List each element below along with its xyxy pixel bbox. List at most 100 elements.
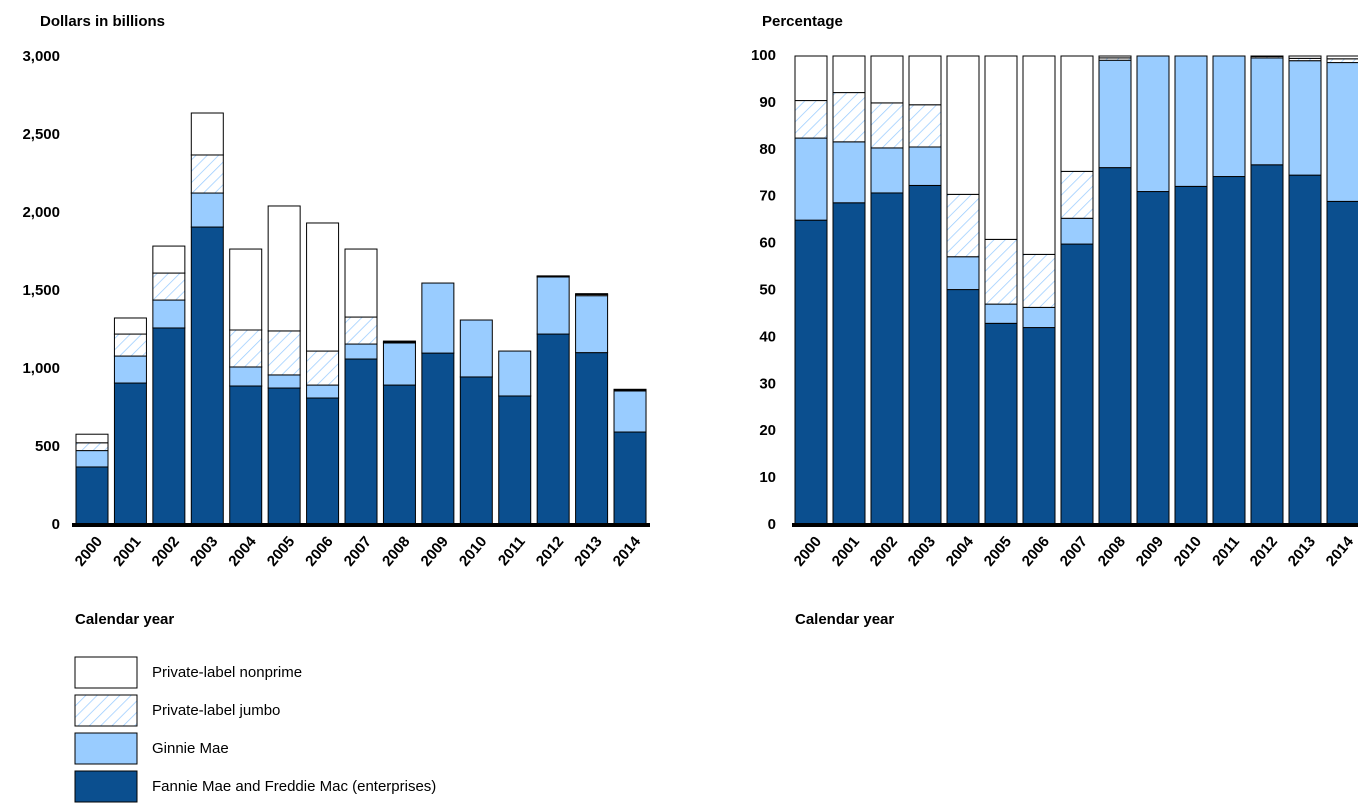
y-tick-label: 500 — [35, 438, 60, 455]
bar-segment — [459, 319, 493, 378]
bar-segment — [794, 137, 828, 221]
x-tick-label: 2002 — [867, 533, 901, 569]
legend-label: Private-label nonprime — [152, 664, 302, 681]
x-tick-label: 2010 — [1171, 533, 1205, 569]
bar-segment — [344, 316, 378, 345]
bar-segment — [1098, 59, 1132, 169]
x-tick-label: 2011 — [1209, 533, 1243, 569]
bar-segment — [152, 299, 186, 329]
y-tick-label: 50 — [759, 281, 776, 298]
bar-segment — [1022, 55, 1056, 255]
bar-segment — [1136, 55, 1170, 193]
bar-segment — [575, 295, 609, 354]
bar-segment — [575, 352, 609, 526]
bar-segment — [190, 192, 224, 228]
x-tick-label: 2001 — [110, 533, 144, 569]
bar-segment — [1022, 253, 1056, 308]
legend-swatch — [74, 732, 138, 765]
bar-segment — [908, 104, 942, 148]
x-tick-label: 2005 — [264, 533, 298, 569]
bar-segment — [1098, 167, 1132, 526]
legend-label: Ginnie Mae — [152, 740, 229, 757]
bar-segment — [613, 431, 647, 526]
bar-segment — [1060, 243, 1094, 526]
bar-segment — [946, 256, 980, 291]
bar-segment — [1288, 55, 1322, 59]
x-tick-label: 2008 — [379, 533, 413, 569]
x-tick-label: 2000 — [72, 533, 106, 569]
bar-segment — [344, 358, 378, 526]
bar-segment — [832, 92, 866, 143]
y-tick-label: 100 — [751, 47, 776, 64]
bar-segment — [382, 384, 416, 526]
legend-swatch — [74, 656, 138, 689]
x-axis-title: Calendar year — [795, 611, 894, 628]
bar-segment — [536, 333, 570, 526]
bar-segment — [190, 154, 224, 194]
bar-segment — [75, 450, 109, 468]
bar-segment — [75, 442, 109, 452]
bar-segment — [984, 303, 1018, 324]
bar-segment — [344, 248, 378, 318]
bar-segment — [306, 397, 340, 526]
bar-segment — [794, 55, 828, 102]
x-tick-label: 2003 — [905, 533, 939, 569]
bar-segment — [832, 55, 866, 94]
bar-segment — [190, 112, 224, 156]
bar-segment — [1212, 176, 1246, 526]
x-tick-label: 2003 — [187, 533, 221, 569]
y-tick-label: 1,500 — [22, 282, 60, 299]
bar-segment — [267, 374, 301, 389]
bar-segment — [1326, 200, 1358, 526]
bar-segment — [575, 293, 609, 295]
bar-segment — [113, 355, 147, 384]
y-axis-title: Percentage — [762, 13, 843, 30]
bar-segment — [946, 289, 980, 526]
bar-segment — [908, 184, 942, 526]
bar-segment — [267, 387, 301, 526]
legend-swatch — [74, 770, 138, 803]
bar-segment — [794, 100, 828, 139]
x-tick-label: 2013 — [571, 533, 605, 569]
bar-segment — [229, 329, 263, 368]
bar-segment — [1098, 55, 1132, 59]
bar-segment — [1326, 62, 1358, 202]
x-tick-label: 2006 — [1019, 533, 1053, 569]
bar-segment — [229, 366, 263, 387]
y-tick-label: 0 — [52, 516, 60, 533]
bar-segment — [1288, 174, 1322, 526]
x-tick-label: 2009 — [1133, 533, 1167, 569]
x-tick-label: 2009 — [417, 533, 451, 569]
y-tick-label: 80 — [759, 141, 776, 158]
bar-segment — [1060, 217, 1094, 245]
bar-segment — [344, 343, 378, 360]
bar-segment — [832, 141, 866, 204]
x-tick-label: 2010 — [456, 533, 490, 569]
bar-segment — [229, 385, 263, 526]
x-tick-label: 2007 — [1057, 533, 1091, 569]
legend-label: Fannie Mae and Freddie Mac (enterprises) — [152, 778, 436, 795]
bar-segment — [536, 276, 570, 335]
bar-segment — [113, 317, 147, 335]
bar-segment — [1136, 191, 1170, 526]
x-tick-label: 2007 — [341, 533, 375, 569]
y-tick-label: 90 — [759, 94, 776, 111]
bar-segment — [306, 384, 340, 399]
y-tick-label: 3,000 — [22, 48, 60, 65]
y-tick-label: 60 — [759, 235, 776, 252]
bar-segment — [229, 248, 263, 331]
bar-segment — [1326, 55, 1358, 60]
y-tick-label: 40 — [759, 328, 776, 345]
y-tick-label: 2,500 — [22, 126, 60, 143]
y-tick-label: 10 — [759, 469, 776, 486]
bar-segment — [306, 350, 340, 386]
bar-segment — [152, 327, 186, 526]
bar-segment — [1022, 306, 1056, 329]
x-tick-label: 2006 — [302, 533, 336, 569]
bar-segment — [459, 376, 493, 526]
bar-segment — [421, 352, 455, 526]
bar-segment — [152, 245, 186, 274]
bar-segment — [306, 222, 340, 352]
bar-segment — [1060, 170, 1094, 219]
